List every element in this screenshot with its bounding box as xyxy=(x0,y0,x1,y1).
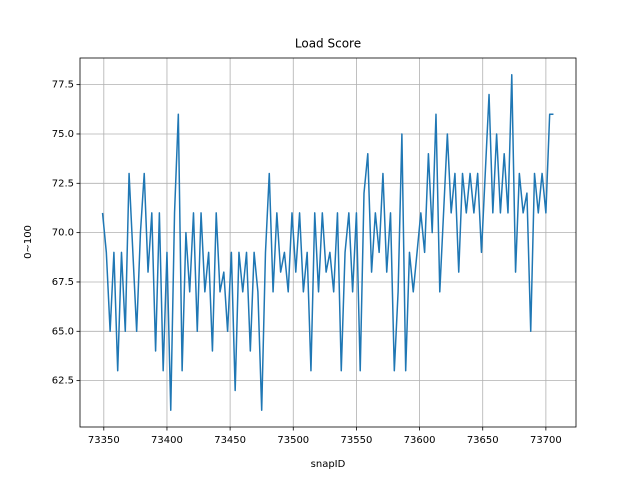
y-tick-label: 67.5 xyxy=(52,277,74,288)
x-tick-label: 73550 xyxy=(341,435,373,446)
y-tick-label: 75.0 xyxy=(52,129,74,140)
y-tick-label: 70.0 xyxy=(52,228,74,239)
x-tick-label: 73350 xyxy=(88,435,120,446)
x-tick-label: 73650 xyxy=(467,435,499,446)
y-tick-label: 72.5 xyxy=(52,178,74,189)
x-axis-label: snapID xyxy=(311,459,346,470)
y-tick-label: 62.5 xyxy=(52,376,74,387)
x-tick-label: 73700 xyxy=(530,435,562,446)
x-tick-label: 73450 xyxy=(214,435,246,446)
x-tick-label: 73400 xyxy=(151,435,183,446)
y-tick-label: 65.0 xyxy=(52,326,74,337)
x-tick-label: 73500 xyxy=(277,435,309,446)
y-tick-label: 77.5 xyxy=(52,80,74,91)
y-axis-label: 0~100 xyxy=(23,225,34,259)
x-tick-label: 73600 xyxy=(404,435,436,446)
plot-frame xyxy=(79,57,577,428)
data-line xyxy=(101,74,554,411)
chart-title: Load Score xyxy=(295,37,361,51)
